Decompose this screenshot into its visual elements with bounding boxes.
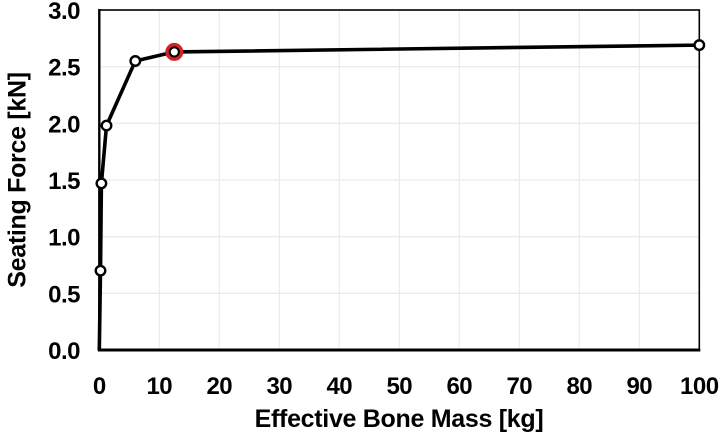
data-point-marker <box>100 119 113 132</box>
data-point-marker <box>95 177 108 190</box>
x-tick-label: 50 <box>386 373 412 400</box>
y-axis-title: Seating Force [kN] <box>3 72 32 288</box>
y-tick-label: 2.5 <box>48 55 80 82</box>
y-tick-label: 1.0 <box>48 225 80 252</box>
x-tick-label: 80 <box>566 373 592 400</box>
x-tick-label: 0 <box>93 373 106 400</box>
x-axis-title: Effective Bone Mass [kg] <box>254 405 544 433</box>
x-tick-label: 100 <box>680 373 719 400</box>
data-point-marker <box>168 45 181 58</box>
x-tick-label: 90 <box>626 373 652 400</box>
y-tick-label: 0.0 <box>48 338 80 365</box>
x-tick-label: 10 <box>146 373 172 400</box>
y-tick-label: 3.0 <box>48 0 80 25</box>
x-tick-label: 40 <box>326 373 352 400</box>
y-tick-label: 1.5 <box>48 168 80 195</box>
data-point-marker <box>693 39 706 52</box>
data-point-marker <box>94 264 107 277</box>
highlight-ring <box>165 42 184 61</box>
y-tick-label: 0.5 <box>48 281 80 308</box>
data-point-marker <box>129 55 142 67</box>
x-tick-label: 30 <box>266 373 292 400</box>
x-tick-label: 60 <box>446 373 472 400</box>
y-tick-label: 2.0 <box>48 111 80 138</box>
x-tick-label: 70 <box>506 373 532 400</box>
x-tick-label: 20 <box>206 373 232 400</box>
